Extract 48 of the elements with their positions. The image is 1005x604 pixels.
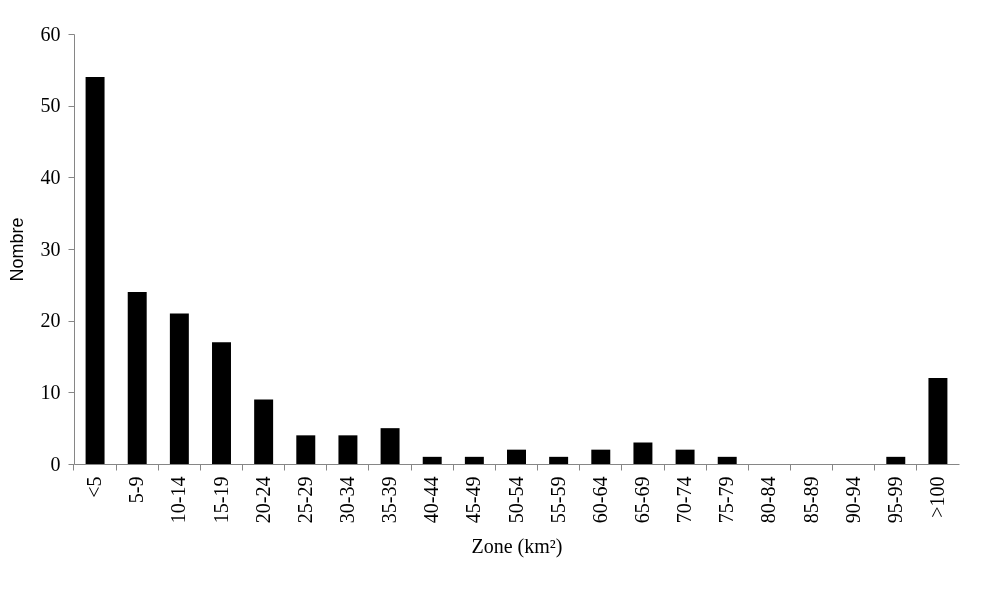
y-tick-label: 10 bbox=[40, 380, 61, 403]
bar bbox=[717, 456, 737, 464]
x-tick-label: 50-54 bbox=[504, 476, 527, 524]
x-tick-label: 5-9 bbox=[125, 476, 148, 504]
bar bbox=[886, 456, 906, 464]
y-tick-label: 50 bbox=[40, 94, 61, 117]
x-tick-label: 55-59 bbox=[546, 476, 569, 524]
x-tick-label: >100 bbox=[925, 476, 948, 518]
x-tick-label: 85-89 bbox=[799, 476, 822, 524]
x-tick-label: 70-74 bbox=[673, 476, 696, 524]
x-axis-title: Zone (km²) bbox=[471, 535, 563, 559]
x-tick-label: 60-64 bbox=[588, 476, 611, 524]
bar bbox=[85, 77, 105, 464]
x-tick-label: 95-99 bbox=[883, 476, 906, 524]
y-tick-label: 60 bbox=[40, 22, 61, 45]
bar bbox=[127, 292, 147, 464]
x-tick-label: 20-24 bbox=[251, 476, 274, 524]
y-tick-label: 30 bbox=[40, 237, 61, 260]
x-tick-label: 25-29 bbox=[293, 476, 316, 524]
bar bbox=[296, 435, 316, 464]
bar bbox=[422, 456, 442, 464]
x-tick-label: 15-19 bbox=[209, 476, 232, 524]
x-tick-label: 45-49 bbox=[462, 476, 485, 524]
bar bbox=[675, 449, 695, 464]
bar bbox=[338, 435, 358, 464]
x-tick-label: 40-44 bbox=[420, 476, 443, 524]
y-tick-label: 0 bbox=[50, 452, 61, 475]
bar bbox=[169, 313, 189, 464]
x-tick-label: 65-69 bbox=[630, 476, 653, 524]
bar bbox=[633, 442, 653, 464]
bar bbox=[212, 342, 231, 464]
bar bbox=[254, 399, 274, 464]
bar bbox=[591, 449, 611, 464]
bar bbox=[549, 456, 569, 464]
x-tick-label: 80-84 bbox=[757, 476, 780, 524]
bar bbox=[380, 428, 400, 464]
x-tick-label: 35-39 bbox=[378, 476, 401, 524]
x-tick-label: 10-14 bbox=[167, 476, 190, 524]
bar bbox=[507, 449, 526, 464]
y-tick-label: 40 bbox=[40, 165, 61, 188]
x-tick-label: 30-34 bbox=[335, 476, 358, 524]
y-axis-title: Nombre bbox=[6, 217, 27, 282]
bar bbox=[464, 456, 484, 464]
y-tick-label: 20 bbox=[40, 309, 61, 332]
x-tick-label: <5 bbox=[83, 476, 106, 498]
bar bbox=[928, 378, 948, 464]
x-tick-label: 75-79 bbox=[715, 476, 738, 524]
x-tick-label: 90-94 bbox=[841, 476, 864, 524]
